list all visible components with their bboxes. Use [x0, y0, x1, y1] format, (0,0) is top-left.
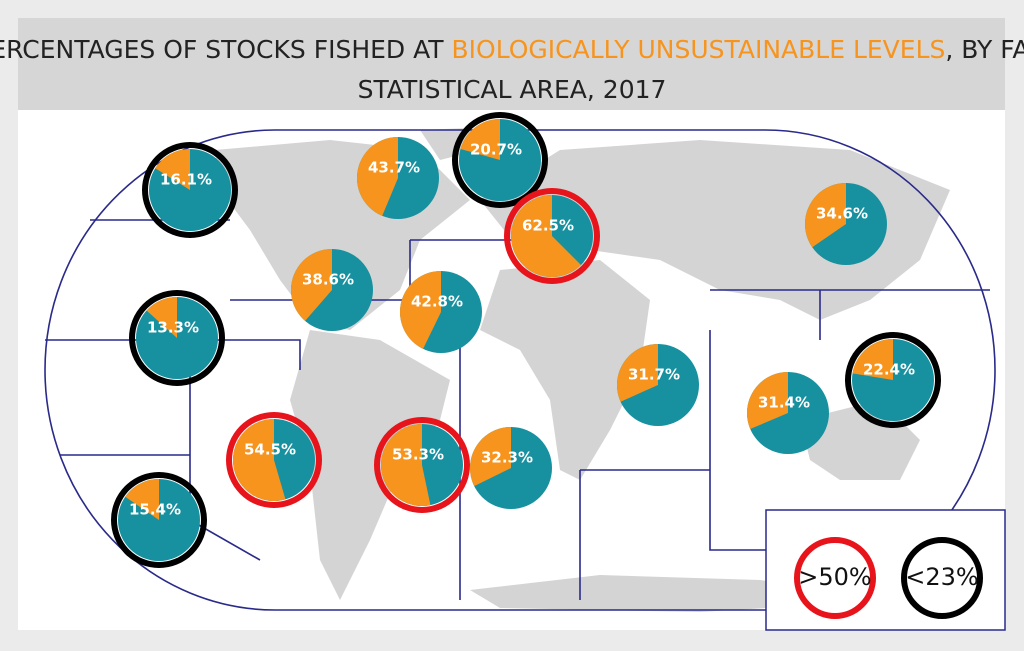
pie-label: 54.5% — [244, 441, 296, 459]
eurasia — [480, 140, 950, 320]
pie-slice — [470, 427, 511, 487]
pie-slice — [617, 344, 658, 402]
highlight-ring — [374, 417, 470, 513]
highlight-ring — [111, 472, 207, 568]
pie-label: 42.8% — [411, 293, 463, 311]
legend-label: <23% — [905, 563, 978, 591]
pie-label: 62.5% — [522, 217, 574, 235]
title-band — [18, 18, 1005, 110]
pie-slice — [399, 271, 441, 349]
pie-label: 16.1% — [160, 171, 212, 189]
pie-label: 22.4% — [863, 361, 915, 379]
pie-label: 34.6% — [816, 205, 868, 223]
highlight-ring — [226, 412, 322, 508]
legend: >50% <23% — [794, 537, 983, 619]
pie-slice — [291, 249, 332, 321]
africa — [480, 260, 650, 480]
pie-slice — [747, 372, 788, 430]
highlight-ring — [452, 112, 548, 208]
highlight-ring — [142, 142, 238, 238]
pie-slice — [460, 119, 500, 160]
pie-label: 43.7% — [368, 159, 420, 177]
highlight-ring — [845, 332, 941, 428]
pie-label: 53.3% — [392, 446, 444, 464]
pie-slice — [146, 297, 177, 338]
pie-label: 15.4% — [129, 501, 181, 519]
pie-slice — [155, 149, 190, 190]
pie-slice — [233, 419, 286, 501]
pie-label: 31.7% — [628, 366, 680, 384]
pies: 16.1% 43.7% 20.7% 62.5% 34.6% 38.6% 42.8% 13.3%… — [111, 112, 941, 568]
title-highlight: BIOLOGICALLY UNSUSTAINABLE LEVELS — [452, 35, 946, 64]
pie-slice — [804, 183, 846, 248]
pie-slice — [125, 479, 159, 520]
title-line-1: PERCENTAGES OF STOCKS FISHED AT BIOLOGIC… — [0, 35, 1024, 64]
legend-ring — [794, 537, 876, 619]
title-part: , BY FAO — [945, 35, 1024, 64]
legend-ring — [901, 537, 983, 619]
pie-slice — [381, 424, 431, 506]
pie-slice — [511, 195, 581, 277]
pie-label: 13.3% — [147, 319, 199, 337]
title-part: PERCENTAGES OF STOCKS FISHED AT — [0, 35, 452, 64]
highlight-ring — [129, 290, 225, 386]
title-line-2: STATISTICAL AREA, 2017 — [358, 75, 667, 104]
pie-label: 31.4% — [758, 394, 810, 412]
pie-label: 38.6% — [302, 271, 354, 289]
highlight-ring — [504, 188, 600, 284]
pie-label: 20.7% — [470, 141, 522, 159]
south-america — [290, 330, 450, 600]
pie-label: 32.3% — [481, 449, 533, 467]
pie-slice — [356, 137, 398, 216]
legend-label: >50% — [798, 563, 871, 591]
pie-slice — [852, 339, 893, 380]
